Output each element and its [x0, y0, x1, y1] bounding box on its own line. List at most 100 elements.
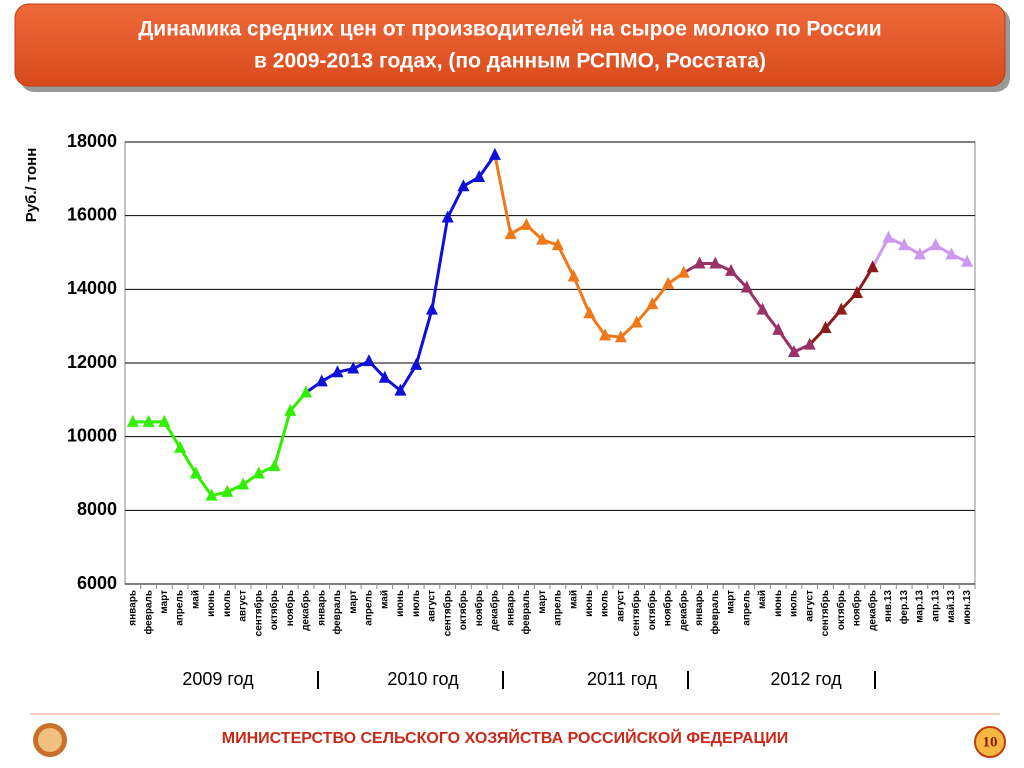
marker	[488, 147, 501, 160]
y-tick-label: 12000	[67, 352, 117, 372]
marker	[693, 256, 706, 269]
marker	[614, 330, 627, 343]
marker	[126, 414, 139, 427]
year-label: 2010 год	[387, 669, 459, 689]
series-line	[824, 266, 874, 329]
x-tick-label: июнь	[773, 590, 784, 617]
marker	[252, 466, 265, 479]
x-tick-label: июнь	[395, 590, 406, 617]
x-tick-label: январь	[694, 590, 705, 626]
marker	[378, 370, 391, 383]
marker	[945, 247, 958, 260]
x-tick-label: август	[238, 590, 249, 622]
marker	[205, 488, 218, 501]
logo-inner	[38, 728, 62, 752]
series-line	[509, 223, 685, 339]
x-tick-label: январь	[128, 590, 139, 626]
marker	[504, 227, 517, 240]
marker	[819, 321, 832, 334]
x-tick-label: февраль	[520, 590, 532, 635]
marker	[221, 484, 234, 497]
marker	[599, 328, 612, 341]
x-tick-label: февраль	[331, 590, 343, 635]
footer-text: МИНИСТЕРСТВО СЕЛЬСКОГО ХОЗЯЙСТВА РОССИЙС…	[222, 728, 788, 747]
y-tick-label: 16000	[67, 204, 117, 224]
marker	[961, 254, 974, 267]
x-tick-label: декабрь	[300, 590, 312, 631]
x-tick-label: февраль	[142, 590, 154, 635]
x-tick-label: ноябрь	[662, 590, 674, 626]
x-tick-label: апрель	[741, 590, 752, 626]
x-tick-label: март	[537, 590, 548, 614]
x-tick-label: февраль	[709, 590, 721, 635]
x-tick-label: июль	[789, 590, 800, 617]
page-number: 10	[983, 734, 998, 750]
marker	[913, 247, 926, 260]
x-tick-label: январь	[316, 590, 327, 626]
x-tick-label: мар.13	[915, 590, 926, 623]
y-tick-label: 18000	[67, 131, 117, 151]
marker	[567, 269, 580, 282]
marker	[662, 276, 675, 289]
title-line: в 2009-2013 годах, (по данным РСПМО, Рос…	[254, 50, 766, 73]
marker	[284, 403, 297, 416]
x-tick-label: март	[726, 590, 737, 614]
x-tick-label: август	[615, 590, 626, 622]
marker	[583, 306, 596, 319]
y-tick-label: 6000	[77, 573, 117, 593]
x-tick-label: май.13	[946, 590, 957, 623]
marker	[536, 232, 549, 245]
x-tick-label: сентябрь	[630, 590, 642, 636]
marker	[803, 337, 816, 350]
x-tick-label: март	[159, 590, 170, 614]
y-tick-label: 8000	[77, 499, 117, 519]
x-tick-label: апр.13	[930, 590, 941, 622]
x-tick-label: апрель	[553, 590, 564, 626]
marker	[174, 440, 187, 453]
x-tick-label: май	[379, 590, 390, 609]
marker	[882, 230, 895, 243]
x-tick-label: май	[190, 590, 201, 609]
marker	[300, 385, 313, 398]
x-tick-label: октябрь	[457, 590, 469, 630]
marker	[866, 260, 879, 273]
x-tick-label: июль	[222, 590, 233, 617]
y-axis-label: Руб./ тонн	[23, 148, 40, 223]
title-line: Динамика средних цен от производителей н…	[138, 18, 881, 41]
marker	[347, 361, 360, 374]
x-tick-label: янв.13	[883, 590, 894, 622]
marker	[677, 265, 690, 278]
marker	[630, 315, 643, 328]
marker	[189, 466, 202, 479]
x-tick-label: август	[804, 590, 815, 622]
marker	[725, 263, 738, 276]
x-tick-label: декабрь	[677, 590, 689, 631]
x-tick-label: май	[757, 590, 768, 609]
x-tick-label: сентябрь	[252, 590, 264, 636]
x-tick-label: март	[348, 590, 359, 614]
x-tick-label: январь	[505, 590, 516, 626]
y-tick-label: 10000	[67, 425, 117, 445]
marker	[787, 344, 800, 357]
x-tick-label: октябрь	[268, 590, 280, 630]
year-label: 2011 год	[587, 669, 657, 689]
x-tick-label: июль	[600, 590, 611, 617]
x-tick-label: май	[568, 590, 579, 609]
marker	[237, 477, 250, 490]
marker	[520, 217, 533, 230]
marker	[709, 256, 722, 269]
x-tick-label: декабрь	[489, 590, 501, 631]
marker	[850, 286, 863, 299]
marker	[158, 414, 171, 427]
marker	[410, 357, 423, 370]
x-tick-label: июн.13	[962, 590, 973, 625]
y-tick-label: 14000	[67, 278, 117, 298]
series-connector	[493, 154, 513, 235]
marker	[473, 169, 486, 182]
marker	[646, 297, 659, 310]
marker	[457, 179, 470, 192]
marker	[425, 302, 438, 315]
marker	[441, 210, 454, 223]
marker	[929, 238, 942, 251]
